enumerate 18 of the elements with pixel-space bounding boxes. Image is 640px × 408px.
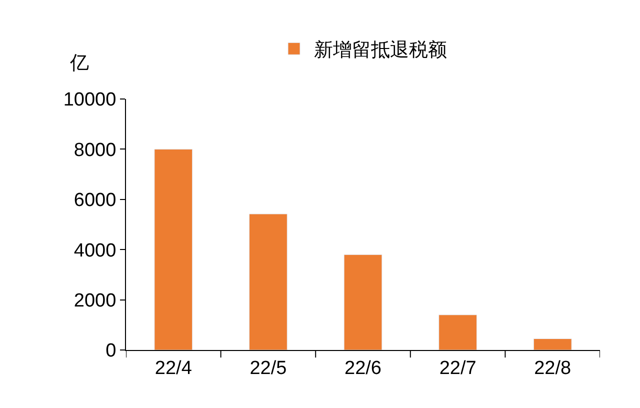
bar <box>344 254 382 350</box>
bar <box>248 214 288 350</box>
y-tick-label: 8000 <box>74 140 116 161</box>
bar <box>154 148 193 350</box>
legend-label: 新增留抵退税额 <box>314 39 447 62</box>
y-tick-label: 6000 <box>74 190 116 212</box>
y-tick-label: 2000 <box>74 290 116 312</box>
y-axis-title: 亿 <box>69 53 89 74</box>
x-tick-label: 22/8 <box>534 358 572 379</box>
y-tick-label: 4000 <box>74 240 116 262</box>
bar <box>533 338 572 350</box>
y-tick-label: 10000 <box>63 90 116 111</box>
y-tick-label: 0 <box>106 340 116 362</box>
x-tick-label: 22/5 <box>250 358 287 379</box>
x-tick-label: 22/7 <box>439 358 476 379</box>
bar <box>438 314 478 350</box>
x-tick-label: 22/6 <box>344 358 382 379</box>
x-tick-label: 22/4 <box>154 358 192 379</box>
